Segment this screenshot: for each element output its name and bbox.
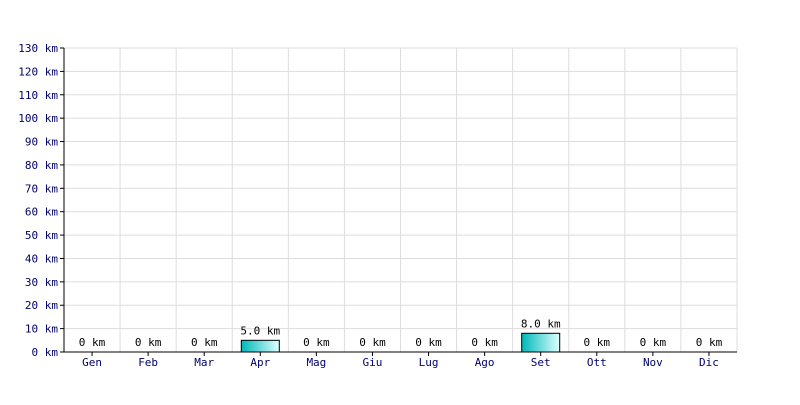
xtick-label: Ago [475, 356, 495, 369]
xtick-label: Lug [419, 356, 439, 369]
ytick-label: 70 km [25, 182, 58, 195]
data-label: 0 km [79, 336, 106, 349]
data-label: 5.0 km [240, 324, 280, 337]
ytick-label: 60 km [25, 206, 58, 219]
xtick-label: Feb [138, 356, 158, 369]
data-label: 0 km [640, 336, 667, 349]
labels: 0 km 10 km 20 km 30 km 40 km 50 km 60 km 70 km 8… [18, 42, 722, 369]
xtick-label: Dic [699, 356, 719, 369]
data-label: 0 km [135, 336, 162, 349]
xtick-label: Nov [643, 356, 663, 369]
data-label: 8.0 km [521, 317, 561, 330]
ytick-label: 120 km [18, 65, 58, 78]
ytick-label: 50 km [25, 229, 58, 242]
ytick-label: 110 km [18, 89, 58, 102]
xtick-label: Mag [306, 356, 326, 369]
xtick-label: Mar [194, 356, 214, 369]
xtick-label: Apr [250, 356, 270, 369]
xtick-label: Giu [363, 356, 383, 369]
ytick-label: 10 km [25, 323, 58, 336]
bar-apr [240, 339, 280, 353]
ytick-label: 100 km [18, 112, 58, 125]
data-label: 0 km [359, 336, 386, 349]
data-label: 0 km [696, 336, 723, 349]
xtick-label: Gen [82, 356, 102, 369]
data-label: 0 km [471, 336, 498, 349]
bar-set [521, 332, 561, 353]
grid [64, 47, 738, 352]
data-label: 0 km [191, 336, 218, 349]
data-label: 0 km [415, 336, 442, 349]
data-label: 0 km [584, 336, 611, 349]
ytick-label: 40 km [25, 252, 58, 265]
ytick-label: 90 km [25, 136, 58, 149]
xtick-label: Ott [587, 356, 607, 369]
xtick-label: Set [531, 356, 551, 369]
ytick-label: 130 km [18, 42, 58, 55]
ytick-label: 20 km [25, 299, 58, 312]
ytick-label: 0 km [32, 346, 59, 359]
axes [60, 47, 737, 356]
ytick-label: 80 km [25, 159, 58, 172]
data-label: 0 km [303, 336, 330, 349]
ytick-label: 30 km [25, 276, 58, 289]
